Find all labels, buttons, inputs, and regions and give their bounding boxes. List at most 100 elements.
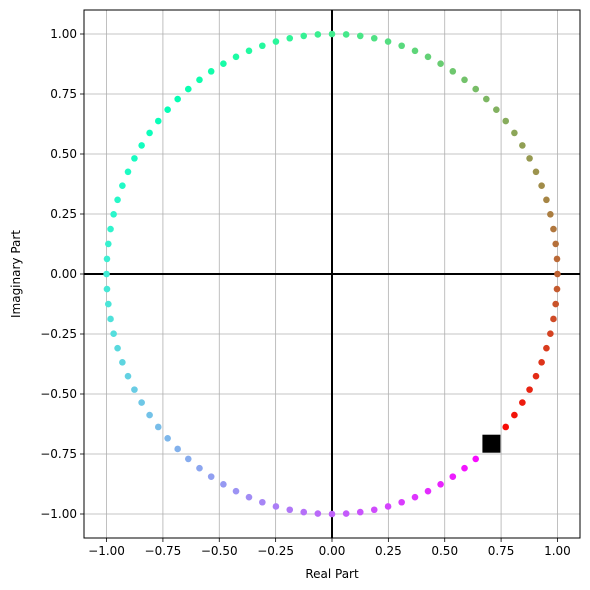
y-tick-label-0: −1.00 [40, 507, 77, 521]
highlight-marker-group [482, 434, 501, 453]
data-point-39 [154, 117, 162, 125]
data-point-86 [472, 455, 480, 463]
data-point-73 [300, 508, 308, 516]
x-tick-label-1: −0.75 [145, 544, 182, 558]
x-tick-label-0: −1.00 [88, 544, 125, 558]
data-point-81 [411, 493, 419, 501]
data-point-94 [538, 359, 545, 366]
y-tick-label-3: −0.25 [40, 327, 77, 341]
data-point-55 [114, 344, 121, 352]
data-point-51 [103, 285, 111, 293]
data-point-71 [272, 503, 280, 510]
data-point-74 [314, 510, 322, 517]
data-point-23 [356, 32, 364, 40]
data-point-5 [543, 196, 550, 204]
data-point-8 [526, 155, 533, 162]
data-point-56 [119, 359, 126, 366]
data-point-49 [103, 255, 111, 263]
data-point-24 [342, 31, 350, 38]
data-point-9 [519, 142, 526, 149]
x-tick-label-2: −0.50 [201, 544, 238, 558]
data-point-72 [286, 506, 294, 514]
data-point-59 [138, 399, 145, 406]
data-point-29 [272, 38, 280, 45]
data-point-43 [124, 168, 132, 176]
data-point-38 [164, 106, 171, 114]
data-point-36 [184, 85, 192, 93]
data-point-98 [552, 300, 559, 308]
data-point-52 [105, 300, 112, 308]
data-point-47 [107, 225, 114, 233]
data-point-61 [154, 423, 162, 431]
data-point-66 [207, 473, 215, 480]
data-point-83 [437, 481, 444, 488]
data-point-32 [232, 53, 240, 61]
data-points [103, 30, 561, 518]
data-point-90 [511, 411, 518, 419]
axis-zero-lines [84, 10, 580, 538]
data-point-77 [356, 508, 364, 516]
data-point-53 [107, 315, 114, 323]
data-point-16 [449, 68, 457, 75]
data-point-21 [384, 38, 392, 45]
data-point-6 [538, 182, 545, 189]
y-tick-label-6: 0.50 [50, 147, 77, 161]
data-point-76 [342, 510, 350, 517]
data-point-12 [493, 106, 500, 114]
x-tick-label-3: −0.25 [257, 544, 294, 558]
data-point-69 [245, 493, 253, 501]
data-point-17 [437, 60, 444, 67]
data-point-25 [328, 30, 336, 38]
data-point-82 [424, 487, 432, 495]
y-tick-label-7: 0.75 [50, 87, 77, 101]
data-point-22 [370, 34, 378, 42]
x-tick-label-6: 0.50 [431, 544, 458, 558]
data-point-97 [550, 315, 557, 323]
data-point-84 [449, 473, 457, 480]
data-point-50 [103, 270, 110, 278]
data-point-96 [547, 330, 554, 337]
x-tick-label-8: 1.00 [544, 544, 571, 558]
highlight-square-marker [482, 434, 501, 453]
data-point-11 [502, 117, 510, 125]
x-axis-label: Real Part [305, 567, 359, 581]
data-point-75 [328, 510, 336, 518]
data-point-37 [174, 95, 181, 103]
data-point-41 [138, 142, 145, 149]
x-axis-ticks: −1.00 −0.75 −0.50 −0.25 0.00 0.25 0.50 0.75 1.00 [88, 538, 571, 558]
data-point-13 [483, 95, 490, 103]
data-point-3 [550, 225, 557, 233]
data-point-54 [110, 330, 117, 337]
x-tick-label-5: 0.25 [375, 544, 402, 558]
data-point-19 [411, 47, 419, 55]
data-point-78 [370, 506, 378, 514]
data-point-99 [553, 285, 561, 293]
data-point-20 [398, 42, 405, 50]
data-point-15 [461, 76, 468, 84]
data-point-93 [532, 372, 540, 380]
data-point-42 [131, 155, 138, 162]
data-point-68 [232, 487, 240, 495]
y-tick-label-8: 1.00 [50, 27, 77, 41]
y-tick-label-5: 0.25 [50, 207, 77, 221]
data-point-26 [314, 31, 322, 38]
data-point-33 [220, 60, 227, 67]
data-point-70 [259, 498, 266, 506]
data-point-1 [553, 255, 561, 263]
data-point-0 [554, 270, 561, 278]
data-point-48 [105, 240, 112, 248]
data-point-46 [110, 211, 117, 218]
y-axis-label: Imaginary Part [9, 230, 23, 318]
data-point-92 [526, 386, 533, 393]
data-point-91 [519, 399, 526, 406]
data-point-31 [245, 47, 253, 55]
data-point-65 [196, 464, 203, 472]
data-point-89 [502, 423, 510, 431]
data-point-80 [398, 498, 405, 506]
x-tick-label-7: 0.75 [488, 544, 515, 558]
data-point-79 [384, 503, 392, 510]
y-tick-label-4: 0.00 [50, 267, 77, 281]
data-point-2 [552, 240, 559, 248]
data-point-95 [543, 344, 550, 352]
